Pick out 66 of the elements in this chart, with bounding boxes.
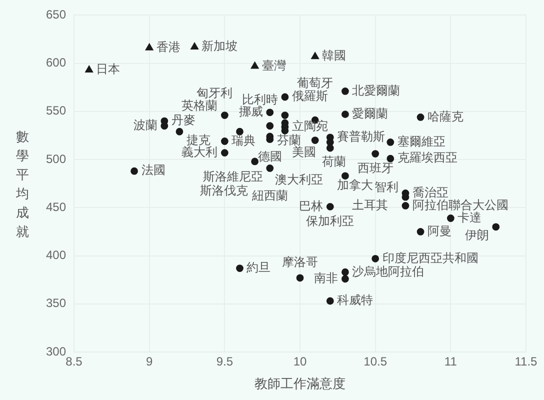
x-tick-label: 10.5 bbox=[364, 354, 388, 369]
annotation: 土耳其 bbox=[352, 198, 388, 212]
annotation: 約旦 bbox=[246, 260, 271, 274]
x-tick-label: 11 bbox=[444, 354, 458, 369]
annotation: 喬治亞 bbox=[412, 185, 448, 200]
annotation: 斯洛維尼亞 bbox=[202, 169, 263, 184]
annotation: 阿拉伯聯合大公國 bbox=[412, 198, 508, 212]
annotation: 科威特 bbox=[337, 293, 374, 308]
annotation: 德國 bbox=[258, 150, 282, 164]
x-tick-label: 10 bbox=[293, 354, 308, 369]
x-tick-label: 11.5 bbox=[514, 354, 538, 369]
annotation: 哈薩克 bbox=[428, 109, 464, 124]
annotation: 美國 bbox=[292, 145, 316, 160]
annotation: 波蘭 bbox=[133, 118, 158, 132]
annotation: 比利時 bbox=[242, 92, 278, 106]
y-tick-label: 650 bbox=[46, 8, 66, 22]
x-axis-title: 教師工作滿意度 bbox=[254, 376, 346, 391]
annotation: 沙烏地阿拉伯 bbox=[352, 264, 424, 278]
y-axis-title: 數學平均成就 bbox=[16, 129, 30, 242]
annotation: 印度尼西亞共和國 bbox=[382, 250, 478, 265]
annotation: 新加坡 bbox=[202, 39, 238, 54]
annotation: 巴林 bbox=[299, 198, 324, 213]
annotation: 匈牙利 bbox=[196, 86, 233, 100]
annotation: 塞爾維亞 bbox=[397, 134, 446, 148]
x-tick-label: 9 bbox=[146, 354, 154, 369]
annotation: 卡達 bbox=[458, 210, 482, 224]
annotation: 南非 bbox=[314, 270, 338, 285]
annotation: 香港 bbox=[156, 40, 180, 54]
annotation: 臺灣 bbox=[262, 58, 286, 72]
x-tick-label: 9.5 bbox=[216, 354, 234, 369]
annotation: 韓國 bbox=[322, 48, 346, 63]
annotation: 摩洛哥 bbox=[282, 255, 318, 270]
annotation: 法國 bbox=[141, 163, 166, 178]
y-tick-label: 400 bbox=[46, 248, 66, 262]
annotation: 伊朗 bbox=[464, 228, 489, 242]
annotation: 賽普勒斯 bbox=[337, 130, 386, 144]
annotation: 荷蘭 bbox=[322, 154, 346, 168]
annotation: 加拿大 bbox=[337, 178, 374, 192]
annotation: 芬蘭 bbox=[276, 132, 301, 147]
annotation: 日本 bbox=[96, 62, 120, 76]
annotation: 俄羅斯 bbox=[292, 89, 328, 104]
y-tick-label: 300 bbox=[46, 344, 66, 358]
annotation: 克羅埃西亞 bbox=[397, 150, 458, 165]
annotation: 捷克 bbox=[186, 132, 210, 147]
annotation: 義大利 bbox=[182, 144, 218, 159]
annotation: 智利 bbox=[374, 180, 398, 194]
annotation: 阿曼 bbox=[428, 224, 452, 238]
annotation: 北愛爾蘭 bbox=[352, 83, 400, 98]
y-tick-label: 350 bbox=[46, 296, 66, 310]
annotation: 西班牙 bbox=[357, 160, 394, 175]
y-tick-label: 450 bbox=[46, 200, 66, 214]
annotation: 立陶宛 bbox=[292, 118, 328, 133]
x-tick-label: 8.5 bbox=[66, 354, 83, 369]
annotation: 保加利亞 bbox=[306, 214, 354, 228]
y-tick-label: 500 bbox=[46, 152, 66, 166]
annotation: 愛爾蘭 bbox=[352, 106, 388, 120]
annotation: 斯洛伐克 bbox=[200, 184, 248, 198]
annotation: 瑞典 bbox=[232, 133, 256, 148]
y-tick-label: 600 bbox=[46, 56, 66, 70]
annotation: 澳大利亞 bbox=[275, 172, 324, 186]
y-tick-label: 550 bbox=[46, 104, 66, 118]
annotation: 挪威 bbox=[238, 104, 263, 119]
annotation: 紐西蘭 bbox=[250, 188, 288, 202]
annotation: 丹麥 bbox=[171, 113, 196, 128]
annotation: 英格蘭 bbox=[182, 98, 218, 112]
annotation: 葡萄牙 bbox=[297, 76, 334, 90]
